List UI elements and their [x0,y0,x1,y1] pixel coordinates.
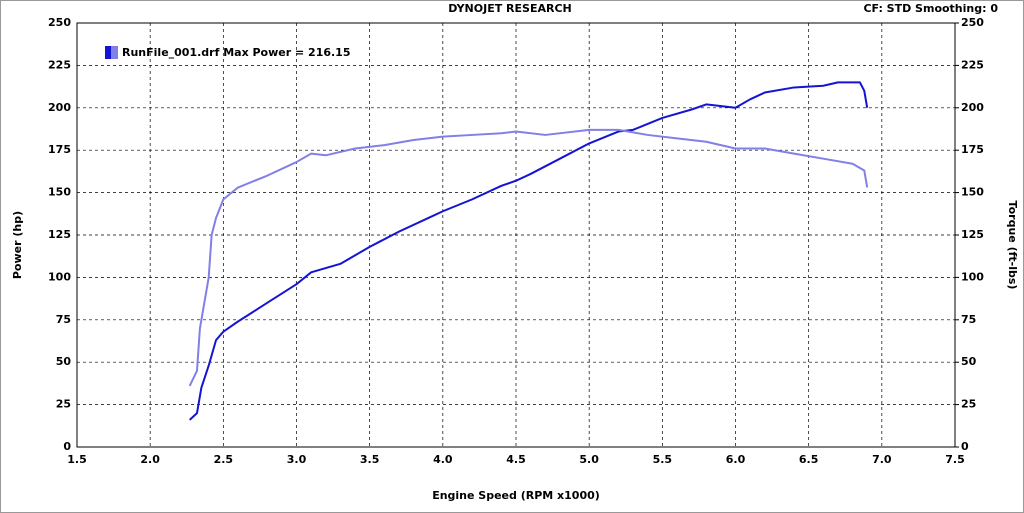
y-tick-label: 200 [48,101,71,114]
x-tick-label: 2.5 [214,453,234,466]
y-axis-label: Power (hp) [11,211,24,279]
y-tick-label: 225 [48,58,71,71]
y2-tick-label: 50 [961,355,977,368]
y-tick-label: 125 [48,228,71,241]
y2-axis-label: Torque (ft-lbs) [1006,201,1019,290]
x-tick-label: 4.5 [506,453,526,466]
y2-tick-label: 25 [961,398,976,411]
x-tick-label: 6.5 [799,453,819,466]
x-tick-label: 7.0 [872,453,892,466]
legend-swatch [111,46,118,59]
x-tick-label: 6.0 [726,453,746,466]
y-tick-label: 150 [48,186,71,199]
x-tick-label: 1.5 [67,453,87,466]
x-tick-label: 2.0 [140,453,160,466]
x-tick-label: 5.0 [579,453,599,466]
chart-title: DYNOJET RESEARCH [448,2,571,15]
y-tick-label: 250 [48,16,71,29]
y2-tick-label: 150 [961,186,984,199]
x-tick-label: 7.5 [945,453,965,466]
y-tick-label: 100 [48,270,71,283]
series-line [188,81,869,421]
chart-subtitle: CF: STD Smoothing: 0 [863,2,998,15]
x-tick-label: 5.5 [653,453,673,466]
y-tick-label: 75 [56,313,71,326]
y-tick-label: 175 [48,143,71,156]
y2-tick-label: 225 [961,58,984,71]
y2-tick-label: 0 [961,440,969,453]
x-axis-label: Engine Speed (RPM x1000) [432,489,600,502]
plot-border [76,22,956,448]
y2-tick-label: 200 [961,101,984,114]
legend-swatch [105,46,111,59]
y2-tick-label: 250 [961,16,984,29]
legend-label: RunFile_001.drf Max Power = 216.15 [122,46,351,59]
y2-tick-label: 75 [961,313,976,326]
y2-tick-label: 175 [961,143,984,156]
series-line [188,128,869,387]
y2-tick-label: 125 [961,228,984,241]
y2-tick-label: 100 [961,270,984,283]
y-tick-label: 0 [63,440,71,453]
x-tick-label: 3.0 [287,453,307,466]
y-tick-label: 50 [56,355,72,368]
x-tick-label: 4.0 [433,453,453,466]
x-tick-label: 3.5 [360,453,380,466]
y-tick-label: 25 [56,398,71,411]
